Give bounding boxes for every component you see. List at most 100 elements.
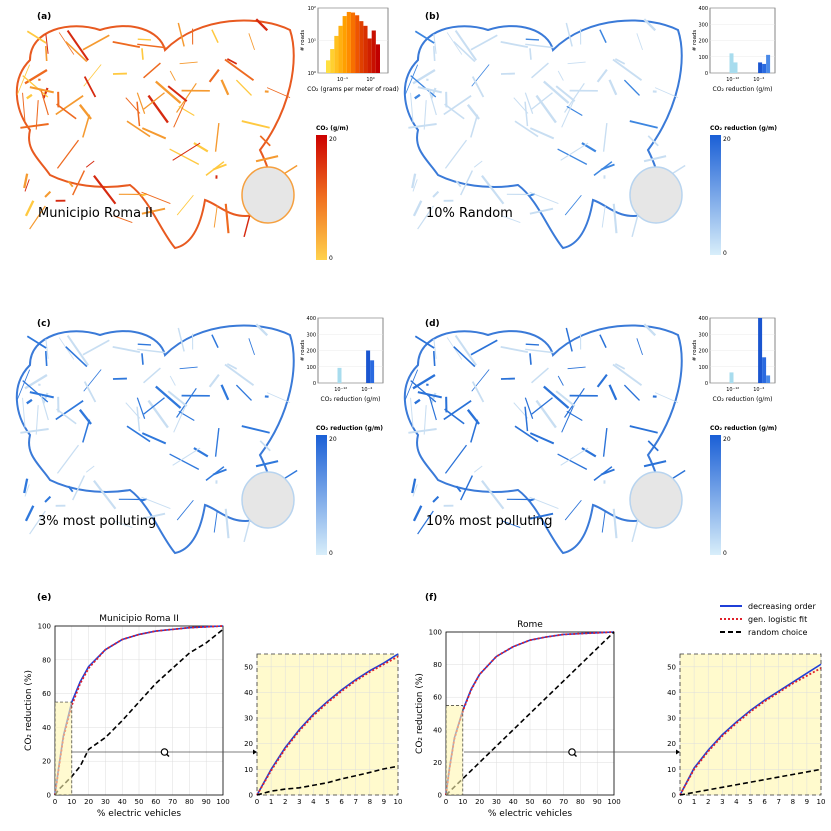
road-segment <box>141 127 167 140</box>
road-segment <box>608 384 618 401</box>
xtick-label: 4 <box>311 798 316 806</box>
inset-xtick-label: 10⁻¹² <box>334 387 347 393</box>
road-segment <box>178 105 195 116</box>
road-segment <box>608 79 618 96</box>
xtick-label: 5 <box>748 798 752 806</box>
road-segment <box>255 155 279 163</box>
ytick-label: 0 <box>672 792 676 800</box>
xtick-label: 20 <box>475 798 484 806</box>
xtick-label: 70 <box>559 798 568 806</box>
road-segment <box>612 363 643 387</box>
xtick-label: 40 <box>118 798 127 806</box>
road-segment <box>525 343 540 346</box>
series-line-1 <box>679 667 822 796</box>
road-segment <box>433 33 437 54</box>
road-segment <box>412 68 436 85</box>
road-segment <box>454 334 477 366</box>
road-segment <box>58 337 75 360</box>
road-segment <box>411 173 417 189</box>
colorbar-min-c: 0 <box>329 550 333 557</box>
xtick-label: 30 <box>101 798 110 806</box>
road-segment <box>596 374 608 388</box>
ytick-label: 20 <box>244 740 253 748</box>
histogram-bar <box>758 62 763 73</box>
road-segment <box>82 114 91 138</box>
road-segment <box>241 425 270 434</box>
road-segment <box>259 440 271 452</box>
road-segment <box>24 373 48 390</box>
road-segment <box>412 505 423 522</box>
histogram-bar <box>766 375 771 383</box>
road-segment <box>147 399 169 429</box>
road-segment <box>470 339 498 356</box>
road-segment <box>612 508 618 539</box>
ytick-label: 0 <box>47 792 51 800</box>
y-axis-label: CO₂ reduction (%) <box>24 670 34 751</box>
road-segment <box>410 75 437 98</box>
road-segment <box>22 75 49 98</box>
road-segment <box>141 48 144 60</box>
road-segment <box>612 58 643 82</box>
magnifier-icon <box>568 748 576 756</box>
dense-district <box>241 166 295 224</box>
road-segment <box>205 466 225 481</box>
road-segment <box>235 79 253 96</box>
x-axis-label: % electric vehicles <box>97 809 182 819</box>
line-chart-rome: 0 10 20 30 40 50 60 70 80 90 100020406080100Rome% … <box>415 620 680 819</box>
road-segment <box>66 334 89 366</box>
road-segment <box>643 323 657 337</box>
road-segment <box>470 114 479 138</box>
road-segment <box>473 465 483 473</box>
xtick-label: 0 <box>53 798 57 806</box>
road-segment <box>410 92 414 123</box>
series-line-2 <box>54 628 224 796</box>
road-segment <box>20 123 49 129</box>
colorbar-gradient-c <box>316 435 327 555</box>
colorbar-title-b: CO₂ reduction (g/m) <box>710 125 777 132</box>
road-segment <box>500 40 529 49</box>
road-segment <box>143 92 165 110</box>
road-map-random <box>403 18 686 250</box>
zoom-box <box>445 704 464 796</box>
road-segment <box>460 475 474 501</box>
histogram-inset-a: 10⁰ 10¹ 10² 10⁻¹ 10⁰ CO₂ (grams per meter of … <box>300 6 399 93</box>
ytick-label: 10 <box>667 766 676 774</box>
road-segment <box>525 43 554 49</box>
road-segment <box>241 120 270 129</box>
road-segment <box>414 398 421 405</box>
xtick-label: 80 <box>576 798 585 806</box>
histogram-bar <box>326 60 331 73</box>
ytick-label: 20 <box>667 740 676 748</box>
road-segment <box>555 85 576 102</box>
ytick-label: 40 <box>667 689 676 697</box>
road-segment <box>564 388 585 418</box>
road-segment <box>535 399 557 429</box>
road-segment <box>560 142 589 161</box>
road-segment <box>226 58 238 65</box>
road-segment <box>514 425 539 443</box>
plot-frame <box>256 653 399 796</box>
road-segment <box>143 62 161 79</box>
ytick-label: 60 <box>42 690 51 698</box>
road-segment <box>557 148 588 165</box>
road-segment <box>44 495 52 503</box>
ytick-label: 20 <box>42 758 51 766</box>
series-line-0 <box>256 653 399 796</box>
road-segment <box>143 397 165 415</box>
dense-district <box>241 471 295 529</box>
colorbar-c: CO₂ reduction (g/m) 20 0 <box>316 425 383 557</box>
road-segment <box>141 353 144 365</box>
road-segment <box>72 170 86 196</box>
road-segment <box>471 64 490 87</box>
road-segment <box>564 83 585 113</box>
road-segment <box>93 175 117 205</box>
road-segment <box>555 390 576 407</box>
road-segment <box>143 367 161 384</box>
road-segment <box>565 22 573 47</box>
road-segment <box>173 405 187 433</box>
road-segment <box>55 95 84 116</box>
xtick-label: 3 <box>297 798 301 806</box>
road-segment <box>169 375 176 386</box>
xtick-label: 5 <box>325 798 329 806</box>
road-segment <box>141 207 166 215</box>
